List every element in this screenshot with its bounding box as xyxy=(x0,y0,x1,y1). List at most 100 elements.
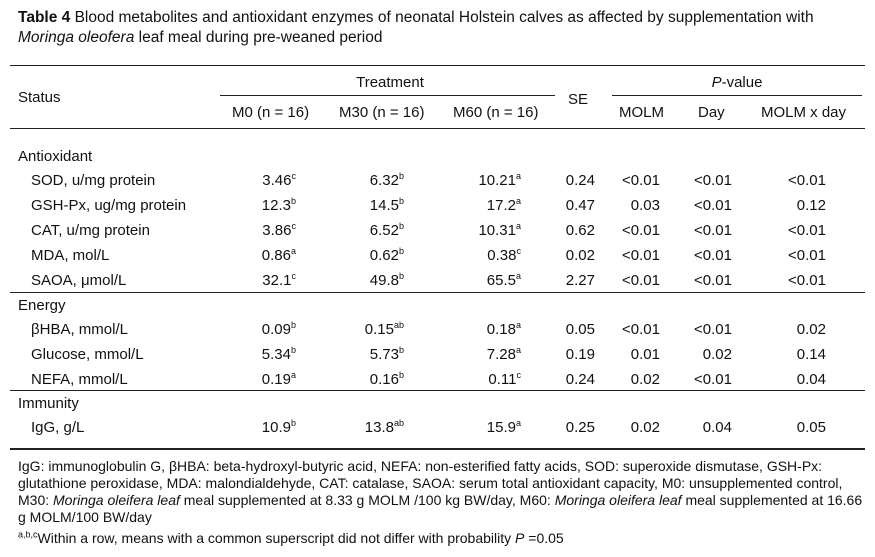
cell-m0-value: 0.86 xyxy=(261,247,291,264)
pvalue-p: P xyxy=(711,74,722,91)
cell-m0-superscript: c xyxy=(291,271,297,281)
cell-m0: 3.46c xyxy=(206,172,296,190)
cell-m0-superscript: b xyxy=(290,196,296,206)
header-rule xyxy=(10,128,865,129)
cell-m30: 49.8b xyxy=(314,272,404,290)
cell-m0: 5.34b xyxy=(206,346,296,364)
cell-m60-superscript: a xyxy=(515,345,521,355)
cell-m0: 0.09b xyxy=(206,321,296,339)
treatment-underline xyxy=(220,95,555,96)
cell-m0-superscript: a xyxy=(290,370,296,380)
cell-se: 0.19 xyxy=(565,346,595,363)
cell-m30-superscript: ab xyxy=(393,320,404,330)
cell-m0-value: 0.09 xyxy=(261,321,291,338)
cell-m30-value: 0.62 xyxy=(369,247,399,264)
cell-m0-superscript: c xyxy=(291,171,297,181)
cell-se: 0.24 xyxy=(565,371,595,388)
cell-m60-superscript: a xyxy=(515,320,521,330)
cell-m0-value: 5.34 xyxy=(261,346,291,363)
footnote-text-1: IgG: immunoglobulin G, βHBA: beta-hydrox… xyxy=(18,458,843,508)
header-treatment: Treatment xyxy=(356,74,424,91)
cell-pvalue-day: <0.01 xyxy=(694,272,732,289)
cell-pvalue-day: <0.01 xyxy=(694,371,732,388)
footnote-line2: Within a row, means with a common supers… xyxy=(37,530,516,546)
group-heading: Energy xyxy=(18,297,66,314)
cell-pvalue-day: <0.01 xyxy=(694,222,732,239)
group-separator xyxy=(10,292,865,293)
row-label: SOD, u/mg protein xyxy=(31,172,156,189)
cell-pvalue-molm-day: <0.01 xyxy=(788,222,826,239)
group-separator xyxy=(10,390,865,391)
title-species: Moringa oleofera xyxy=(18,29,135,46)
cell-m30: 14.5b xyxy=(314,197,404,215)
cell-m0-superscript: b xyxy=(290,418,296,428)
cell-pvalue-day: <0.01 xyxy=(694,197,732,214)
cell-pvalue-molm-day: <0.01 xyxy=(788,247,826,264)
cell-m60: 0.38c xyxy=(431,247,521,265)
cell-m30: 5.73b xyxy=(314,346,404,364)
cell-pvalue-molm: <0.01 xyxy=(622,321,660,338)
cell-m30-superscript: ab xyxy=(393,418,404,428)
header-se: SE xyxy=(568,91,589,108)
cell-m60-value: 0.18 xyxy=(486,321,516,338)
footnote-line2-post: =0.05 xyxy=(524,530,564,546)
cell-m60: 0.18a xyxy=(431,321,521,339)
title-text-post: leaf meal during pre-weaned period xyxy=(134,29,383,46)
cell-m60-value: 7.28 xyxy=(486,346,516,363)
header-status: Status xyxy=(18,89,61,106)
cell-pvalue-molm: <0.01 xyxy=(622,247,660,264)
cell-m60: 65.5a xyxy=(431,272,521,290)
cell-m60-superscript: a xyxy=(515,418,521,428)
cell-m30-value: 6.32 xyxy=(369,172,399,189)
footnote-text-2: meal supplemented at 8.33 g MOLM /100 kg… xyxy=(179,492,555,508)
cell-pvalue-day: <0.01 xyxy=(694,321,732,338)
cell-m0-value: 3.46 xyxy=(262,172,292,189)
cell-m0-superscript: b xyxy=(290,345,296,355)
cell-pvalue-molm-day: <0.01 xyxy=(788,272,826,289)
row-label: Glucose, mmol/L xyxy=(31,346,144,363)
cell-pvalue-molm-day: 0.04 xyxy=(796,371,826,388)
cell-pvalue-molm: <0.01 xyxy=(622,222,660,239)
cell-m30: 6.32b xyxy=(314,172,404,190)
top-rule xyxy=(10,65,865,66)
cell-m60-superscript: a xyxy=(515,271,521,281)
cell-m60: 10.21a xyxy=(431,172,521,190)
cell-m0: 3.86c xyxy=(206,222,296,240)
cell-pvalue-molm: 0.02 xyxy=(630,419,660,436)
group-heading: Immunity xyxy=(18,395,79,412)
cell-pvalue-day: 0.04 xyxy=(702,419,732,436)
footnote-italic-1: Moringa oleifera leaf xyxy=(53,492,180,508)
cell-pvalue-molm: 0.03 xyxy=(630,197,660,214)
footnote-superscript: a,b,cWithin a row, means with a common s… xyxy=(18,530,863,547)
cell-pvalue-molm-day: 0.02 xyxy=(796,321,826,338)
cell-m30: 13.8ab xyxy=(314,419,404,437)
cell-m0-value: 10.9 xyxy=(261,419,291,436)
cell-m0-superscript: b xyxy=(290,320,296,330)
header-m30: M30 (n = 16) xyxy=(339,104,425,121)
table-label: Table 4 xyxy=(18,9,71,26)
cell-se: 0.62 xyxy=(565,222,595,239)
cell-m30-superscript: b xyxy=(398,171,404,181)
header-m0: M0 (n = 16) xyxy=(232,104,310,121)
cell-m60-value: 65.5 xyxy=(486,272,516,289)
cell-pvalue-molm: <0.01 xyxy=(622,272,660,289)
cell-pvalue-molm-day: 0.05 xyxy=(796,419,826,436)
cell-m60-superscript: a xyxy=(515,221,521,231)
cell-pvalue-molm: 0.02 xyxy=(630,371,660,388)
row-label: CAT, u/mg protein xyxy=(31,222,150,239)
cell-m30-value: 49.8 xyxy=(369,272,399,289)
table-title: Table 4 Blood metabolites and antioxidan… xyxy=(18,8,863,48)
cell-m30-superscript: b xyxy=(398,370,404,380)
cell-se: 0.05 xyxy=(565,321,595,338)
footnote-italic-2: Moringa oleifera leaf xyxy=(554,492,682,508)
cell-m30-value: 13.8 xyxy=(364,419,394,436)
cell-m0-value: 32.1 xyxy=(262,272,292,289)
cell-pvalue-molm-day: 0.14 xyxy=(796,346,826,363)
cell-m60-superscript: c xyxy=(516,370,522,380)
cell-m30-superscript: b xyxy=(398,196,404,206)
cell-m30-value: 14.5 xyxy=(369,197,399,214)
cell-m0: 12.3b xyxy=(206,197,296,215)
cell-m60-superscript: c xyxy=(516,246,522,256)
cell-m30: 6.52b xyxy=(314,222,404,240)
cell-se: 0.02 xyxy=(565,247,595,264)
